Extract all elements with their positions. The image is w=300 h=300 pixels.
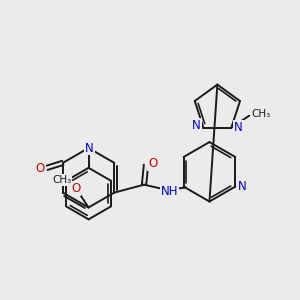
Text: N: N [192, 119, 201, 132]
Text: CH₃: CH₃ [52, 175, 71, 185]
Text: N: N [238, 180, 247, 193]
Text: O: O [35, 162, 45, 175]
Text: N: N [234, 121, 243, 134]
Text: N: N [85, 142, 94, 154]
Text: O: O [148, 158, 158, 170]
Text: CH₃: CH₃ [251, 109, 271, 119]
Text: O: O [71, 182, 80, 195]
Text: NH: NH [161, 185, 178, 198]
